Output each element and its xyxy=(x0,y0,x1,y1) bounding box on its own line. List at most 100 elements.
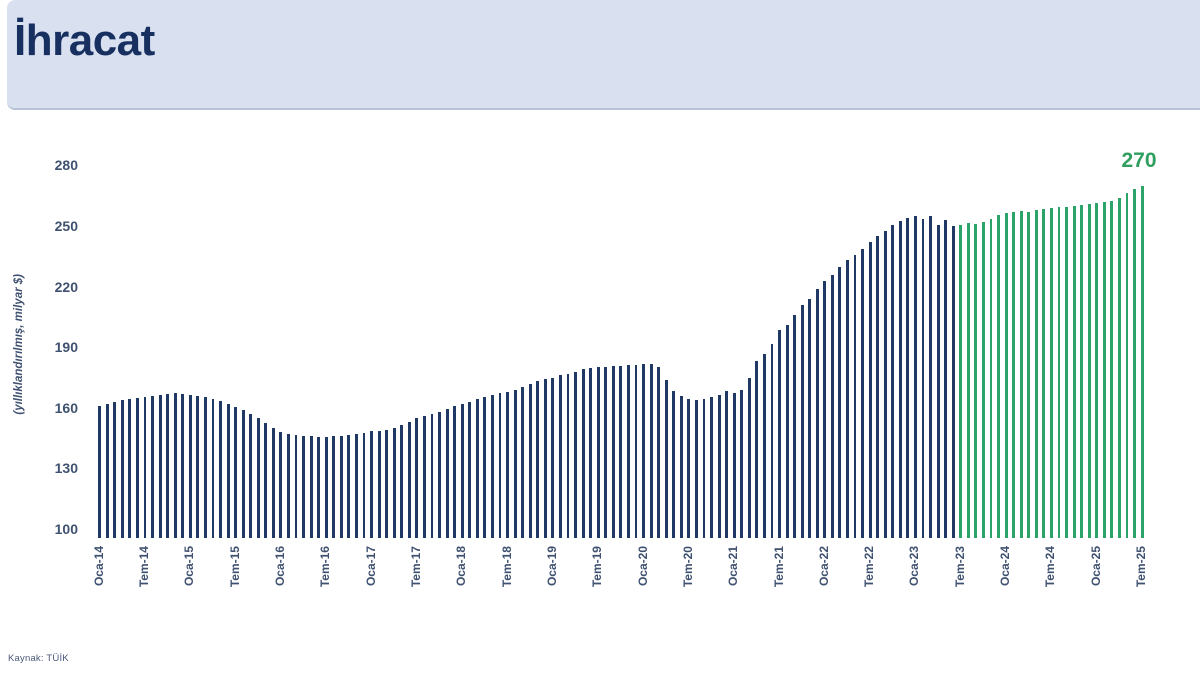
bar xyxy=(649,364,653,538)
bar xyxy=(800,304,804,538)
bar xyxy=(400,424,404,538)
bar xyxy=(113,401,117,538)
bar xyxy=(1095,202,1099,538)
bar xyxy=(453,405,457,538)
bar xyxy=(1102,201,1106,538)
bar xyxy=(687,398,691,538)
bar xyxy=(929,215,933,538)
page-title: İhracat xyxy=(14,16,155,65)
bar xyxy=(717,394,721,538)
x-tick-label: Oca-22 xyxy=(816,546,831,587)
bar xyxy=(226,403,230,538)
header: İhracat xyxy=(7,0,1200,110)
x-tick-label: Tem-20 xyxy=(680,546,695,588)
bar xyxy=(339,436,343,538)
bar xyxy=(188,394,192,538)
bar xyxy=(793,314,797,538)
bar xyxy=(1125,192,1129,538)
bar xyxy=(528,383,532,538)
last-value-label: 270 xyxy=(1121,149,1157,172)
x-tick-label: Oca-14 xyxy=(91,546,106,587)
bar xyxy=(1004,212,1008,538)
y-tick-label: 100 xyxy=(54,521,78,537)
bar xyxy=(377,431,381,538)
x-tick-label: Tem-24 xyxy=(1043,546,1058,588)
bar xyxy=(249,413,253,538)
bar xyxy=(966,222,970,538)
bar xyxy=(196,395,200,538)
bar xyxy=(551,377,555,538)
x-tick-label: Oca-19 xyxy=(544,546,559,587)
bar xyxy=(1012,211,1016,538)
x-tick-label: Oca-17 xyxy=(363,546,378,587)
y-tick-label: 220 xyxy=(54,278,78,295)
y-tick-label: 160 xyxy=(54,399,78,416)
bar xyxy=(317,437,321,538)
bar xyxy=(672,390,676,538)
bar xyxy=(611,366,615,538)
x-tick-label: Tem-18 xyxy=(499,546,514,588)
bar xyxy=(287,434,290,538)
bar xyxy=(173,392,177,538)
bar xyxy=(324,437,328,538)
x-tick-label: Oca-25 xyxy=(1088,546,1103,587)
x-tick-label: Oca-18 xyxy=(454,546,469,587)
bar xyxy=(1140,185,1144,538)
y-tick-label: 130 xyxy=(54,460,78,477)
bar xyxy=(98,405,102,538)
bar xyxy=(468,401,472,538)
bar xyxy=(755,361,759,538)
bar xyxy=(256,417,260,538)
x-tick-label: Oca-21 xyxy=(726,546,741,587)
bar xyxy=(438,411,442,538)
bar xyxy=(1133,188,1136,538)
bar xyxy=(491,394,494,538)
bar xyxy=(128,398,132,538)
bar xyxy=(732,392,736,538)
bar xyxy=(219,400,222,538)
bar xyxy=(271,428,275,538)
bar xyxy=(747,377,751,538)
bar xyxy=(166,393,170,538)
bar xyxy=(921,218,925,538)
bar xyxy=(445,408,449,538)
bar xyxy=(596,367,600,538)
bar xyxy=(498,392,502,538)
bar xyxy=(989,218,993,538)
bar xyxy=(868,242,872,538)
bar xyxy=(664,379,668,538)
bar xyxy=(415,417,419,538)
x-tick-label: Tem-17 xyxy=(408,546,423,588)
y-tick-label: 190 xyxy=(54,339,78,356)
bar xyxy=(536,380,540,538)
bar xyxy=(710,396,713,538)
bar xyxy=(604,367,608,538)
bar xyxy=(876,236,880,538)
bar xyxy=(1019,210,1023,538)
bar xyxy=(294,435,298,538)
bar xyxy=(423,415,426,538)
bar xyxy=(1042,208,1046,538)
bar xyxy=(543,378,547,538)
bar xyxy=(460,403,464,538)
bar xyxy=(135,397,139,538)
bar xyxy=(657,367,661,538)
bar xyxy=(309,436,313,538)
bar xyxy=(158,394,162,538)
bar xyxy=(1034,209,1038,538)
bar xyxy=(211,398,215,538)
bar xyxy=(898,220,902,538)
bar xyxy=(589,368,593,538)
bar xyxy=(936,224,940,538)
bar xyxy=(181,393,185,538)
bar xyxy=(1110,200,1114,538)
bar xyxy=(1050,207,1053,538)
bar xyxy=(506,391,509,538)
x-tick-label: Tem-19 xyxy=(590,546,605,588)
bar xyxy=(891,224,895,538)
bar xyxy=(1057,206,1061,538)
bar xyxy=(906,217,910,538)
bar xyxy=(203,396,207,538)
x-tick-label: Oca-23 xyxy=(907,546,922,587)
bar xyxy=(120,399,124,538)
